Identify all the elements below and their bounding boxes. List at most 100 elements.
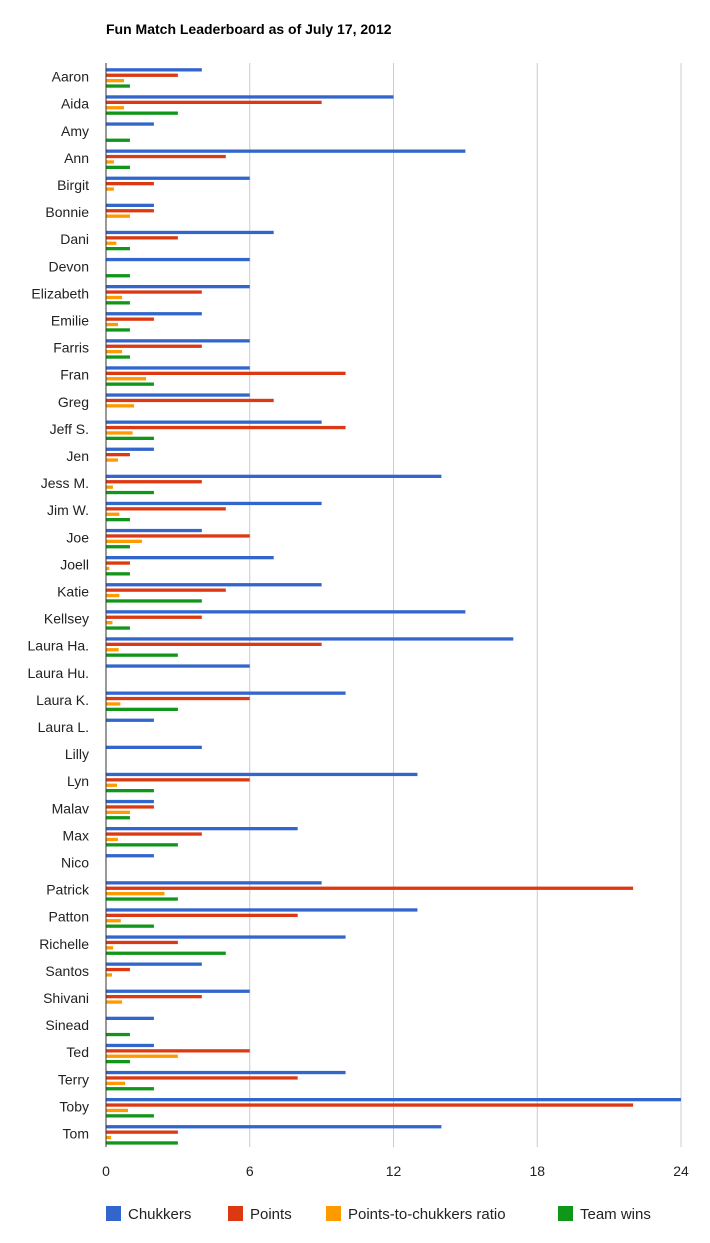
bar (106, 165, 130, 169)
bar (106, 295, 123, 300)
bar (106, 322, 118, 327)
category-label: Santos (45, 963, 89, 979)
bar (106, 696, 250, 701)
bar (106, 566, 110, 571)
x-tick-label: 12 (386, 1163, 402, 1179)
bar (106, 106, 124, 110)
category-label: Richelle (39, 936, 89, 952)
category-label: Toby (59, 1098, 89, 1114)
bar (106, 593, 120, 598)
bar (106, 935, 346, 939)
bar (106, 1049, 250, 1053)
bar (106, 339, 250, 343)
category-label: Greg (58, 394, 89, 410)
bar (106, 599, 202, 603)
bar (106, 583, 322, 587)
bar (106, 843, 178, 847)
legend-swatch (558, 1206, 573, 1221)
bar (106, 642, 322, 646)
bar (106, 95, 394, 99)
category-label: Jess M. (41, 475, 89, 491)
bar (106, 203, 154, 207)
bar (106, 1043, 154, 1048)
category-label: Laura L. (38, 719, 89, 735)
bar (106, 447, 154, 451)
bar (106, 664, 250, 668)
bar (106, 230, 274, 235)
bar (106, 827, 298, 831)
bar (106, 837, 118, 842)
bar (106, 854, 154, 858)
bar (106, 1032, 130, 1037)
bar (106, 1108, 129, 1113)
bar (106, 946, 114, 950)
bar (106, 301, 130, 305)
bar (106, 149, 466, 153)
category-label: Elizabeth (31, 285, 89, 301)
bar (106, 350, 123, 354)
bar (106, 1087, 154, 1091)
bar (106, 1000, 123, 1004)
x-tick-label: 0 (102, 1163, 110, 1179)
bar (106, 344, 202, 348)
category-label: Aida (61, 96, 89, 112)
bar (106, 1054, 178, 1058)
legend-label: Points-to-chukkers ratio (348, 1206, 506, 1223)
category-label: Max (63, 827, 89, 843)
category-label: Bonnie (45, 204, 89, 220)
category-label: Patton (49, 909, 89, 925)
category-label: Nico (61, 854, 89, 870)
category-label: Jim W. (47, 502, 89, 518)
bar (106, 138, 130, 142)
category-label: Malav (52, 800, 89, 816)
category-label: Farris (53, 340, 89, 356)
bar (106, 187, 114, 191)
category-label: Laura K. (36, 692, 89, 708)
bar (106, 512, 120, 516)
category-label: Shivani (43, 990, 89, 1006)
bar (106, 68, 202, 72)
bar (106, 247, 130, 251)
bar (106, 317, 154, 321)
bar (106, 382, 154, 386)
bar (106, 989, 250, 993)
bar (106, 1098, 681, 1102)
bar (106, 556, 274, 560)
bar (106, 908, 418, 912)
category-label: Ann (64, 150, 89, 166)
bar (106, 691, 346, 695)
category-label: Joe (66, 529, 89, 545)
category-label: Sinead (45, 1017, 89, 1033)
category-label: Amy (61, 123, 89, 139)
bar (106, 1141, 178, 1145)
bar (106, 241, 117, 245)
bar (106, 973, 112, 977)
bar (106, 1070, 346, 1075)
bar (106, 772, 418, 777)
category-label: Patrick (46, 882, 90, 898)
bar (106, 940, 178, 945)
x-tick-label: 24 (673, 1163, 689, 1179)
category-label: Joell (60, 556, 89, 572)
category-label: Tom (63, 1125, 89, 1141)
bar (106, 951, 226, 955)
category-label: Lyn (67, 773, 89, 789)
bar (106, 214, 130, 218)
legend-swatch (326, 1206, 341, 1221)
bar (106, 897, 178, 901)
bar (106, 485, 113, 489)
category-label: Ted (66, 1044, 89, 1060)
bar (106, 458, 118, 462)
bar (106, 561, 130, 565)
bar (106, 881, 322, 885)
bar (106, 236, 178, 240)
category-label: Lilly (65, 746, 89, 762)
bar (106, 718, 154, 722)
bar (106, 783, 118, 787)
bar (106, 1135, 112, 1140)
bar (106, 371, 346, 375)
bar (106, 431, 133, 435)
legend-swatch (228, 1206, 243, 1221)
category-label: Emilie (51, 312, 89, 328)
